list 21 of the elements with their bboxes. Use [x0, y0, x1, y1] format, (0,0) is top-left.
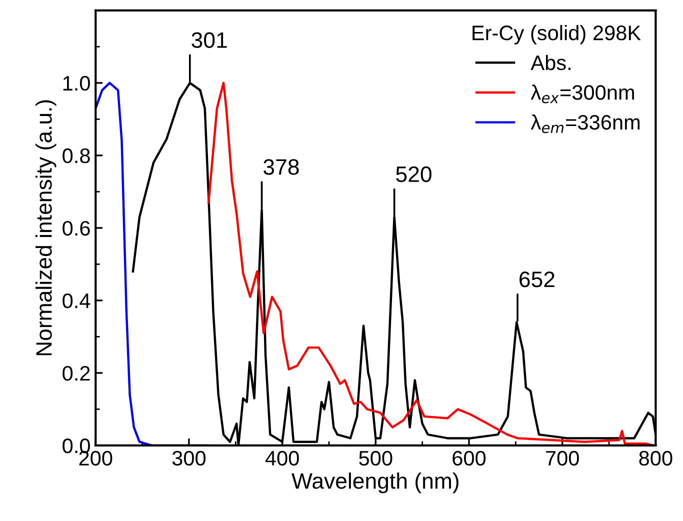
x-tick-label: 400 — [265, 450, 299, 466]
annotation: 520 — [396, 166, 432, 182]
y-tick-label: 0.4 — [62, 293, 90, 308]
legend-label: Abs. — [530, 54, 570, 70]
x-tick-label: 700 — [546, 450, 579, 466]
y-tick-label: 1.0 — [63, 76, 90, 91]
legend-label: λ$_{em}$=336nm — [530, 114, 640, 134]
y-tick-label: 0.6 — [62, 220, 90, 236]
annotation: 652 — [520, 272, 554, 288]
y-tick-label: 0.2 — [62, 366, 90, 381]
annotation: 301 — [192, 32, 227, 48]
x-axis-title: Wavelength (nm) — [292, 472, 458, 494]
y-tick-label: 0.8 — [62, 148, 90, 164]
x-tick-label: 600 — [452, 450, 486, 466]
x-tick-label: 500 — [359, 450, 392, 466]
annotation: 378 — [264, 159, 299, 175]
x-tick-label: 800 — [639, 450, 672, 466]
x-tick-label: 300 — [172, 450, 206, 466]
legend-label: λ$_{ex}$=300nm — [530, 84, 634, 104]
legend-title: Er-Cy (solid) 298K — [472, 25, 641, 44]
y-axis-title: Normalized intensity (a.u.) — [36, 100, 56, 356]
